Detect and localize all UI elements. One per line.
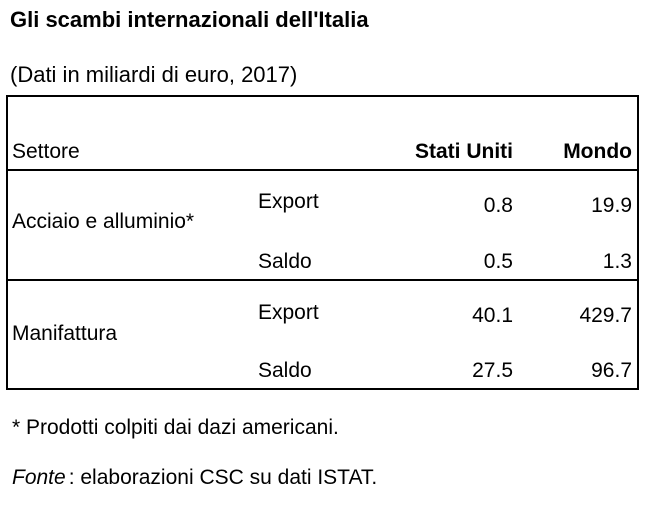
cell-value: 19.9 [591, 194, 632, 217]
flow: Export [258, 301, 319, 324]
header: Settore [12, 140, 80, 163]
flow: Saldo [258, 250, 312, 273]
subtitle: (Dati in miliardi di euro, 2017) [10, 62, 298, 87]
cell-value: 0.5 [483, 250, 513, 273]
cell-value: 40.1 [472, 304, 513, 327]
rule [6, 279, 639, 281]
cell-value: 0.8 [483, 194, 513, 217]
sector: Acciaio e alluminio* [12, 210, 195, 233]
cell-value: 96.7 [591, 359, 632, 382]
flow: Export [258, 190, 319, 213]
source: Fonte: elaborazioni CSC su dati ISTAT. [12, 466, 377, 490]
header: Mondo [563, 140, 632, 163]
source-text: : elaborazioni CSC su dati ISTAT. [68, 466, 378, 489]
cell-value: 429.7 [579, 304, 632, 327]
header: Stati Uniti [415, 140, 513, 163]
footnote: * Prodotti colpiti dai dazi americani. [12, 416, 339, 439]
cell-value: 27.5 [472, 359, 513, 382]
table-frame [6, 95, 639, 390]
rule [6, 169, 639, 171]
title: Gli scambi internazionali dell'Italia [10, 7, 369, 32]
cell-value: 1.3 [602, 250, 632, 273]
source-label: Fonte [12, 466, 66, 489]
sector: Manifattura [12, 322, 118, 345]
flow: Saldo [258, 359, 312, 382]
